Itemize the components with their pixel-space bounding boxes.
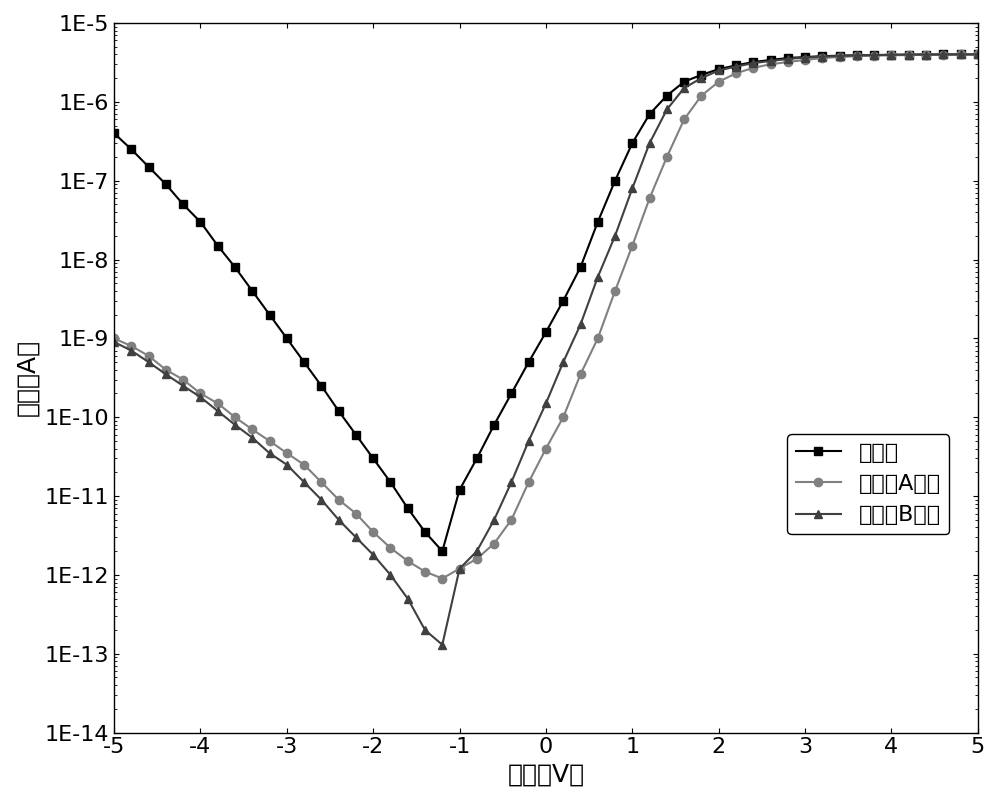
未钝化 [747,57,759,67]
钝化液A处理 [298,460,310,469]
未钝化 [298,358,310,367]
钝化液B处理 [937,50,949,59]
未钝化 [367,454,379,464]
Legend: 未钝化, 钝化液A处理, 钝化液B处理: 未钝化, 钝化液A处理, 钝化液B处理 [787,434,949,534]
钝化液B处理 [108,337,120,346]
Y-axis label: 电流（A）: 电流（A） [15,339,39,416]
钝化液A处理 [955,50,967,59]
Line: 钝化液B处理: 钝化液B处理 [110,51,982,649]
未钝化 [955,50,967,59]
钝化液B处理 [367,550,379,560]
钝化液B处理 [298,477,310,487]
钝化液A处理 [367,527,379,537]
钝化液A处理 [108,334,120,343]
钝化液B处理 [972,50,984,59]
钝化液B处理 [384,570,396,580]
钝化液A处理 [695,91,707,100]
钝化液A处理 [436,573,448,583]
钝化液A处理 [747,63,759,73]
X-axis label: 电压（V）: 电压（V） [507,763,585,787]
Line: 钝化液A处理: 钝化液A处理 [110,51,982,583]
钝化液B处理 [695,73,707,83]
未钝化 [937,50,949,59]
未钝化 [384,477,396,487]
未钝化 [108,128,120,138]
钝化液A处理 [972,50,984,59]
未钝化 [695,70,707,79]
钝化液B处理 [747,59,759,68]
钝化液B处理 [955,50,967,59]
钝化液A处理 [384,543,396,553]
未钝化 [972,50,984,59]
未钝化 [436,546,448,556]
钝化液B处理 [436,640,448,650]
Line: 未钝化: 未钝化 [110,51,982,555]
